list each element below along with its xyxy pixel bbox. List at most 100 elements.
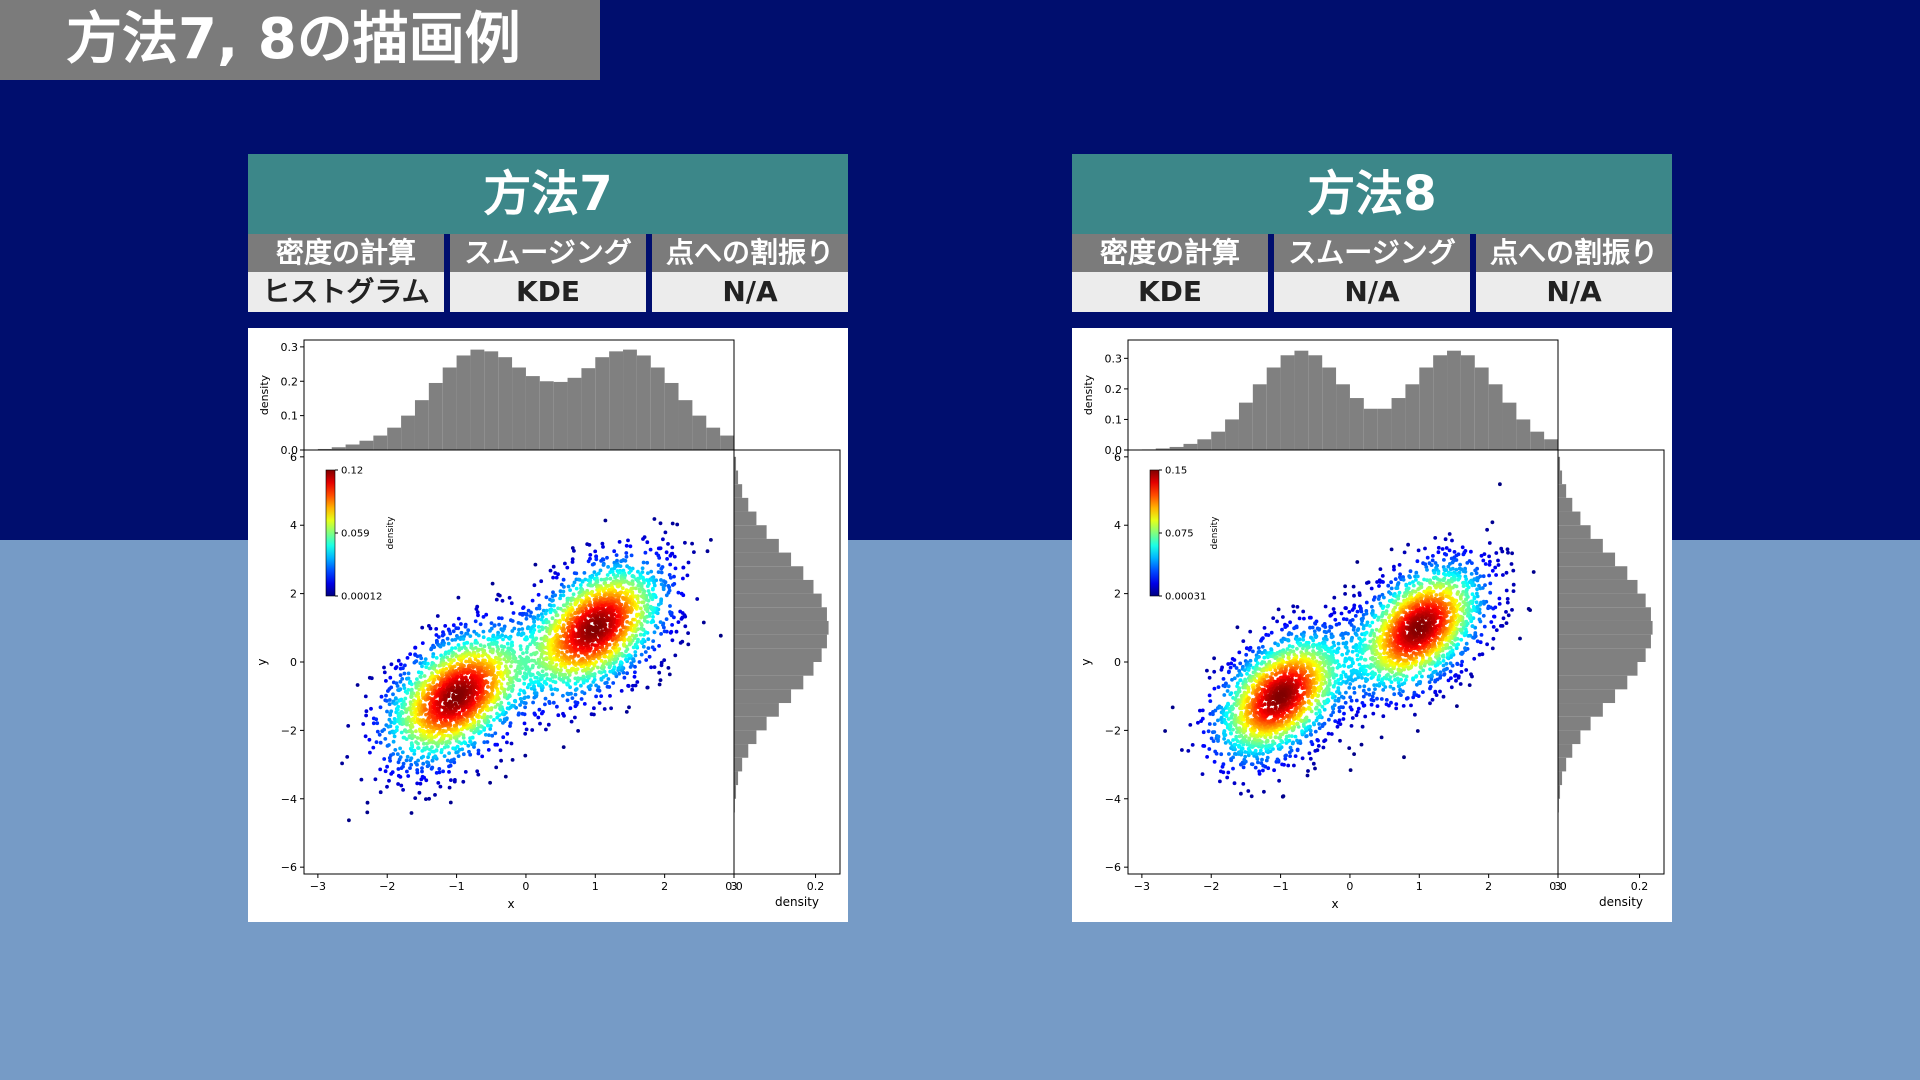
scatter-point bbox=[518, 644, 523, 648]
scatter-point bbox=[549, 687, 554, 692]
scatter-point bbox=[1490, 646, 1495, 651]
scatter-point bbox=[443, 718, 447, 722]
scatter-point bbox=[536, 625, 541, 629]
x-tick-label: 2 bbox=[661, 880, 668, 893]
scatter-point bbox=[361, 722, 366, 726]
scatter-point bbox=[464, 659, 468, 664]
y-tick-label: 0.1 bbox=[281, 410, 299, 423]
histogram-bar bbox=[1558, 470, 1563, 485]
x-axis-label: x bbox=[507, 897, 514, 911]
scatter-point bbox=[402, 671, 407, 676]
scatter-point bbox=[532, 615, 537, 620]
scatter-point bbox=[1200, 772, 1205, 776]
scatter-point bbox=[672, 574, 676, 579]
scatter-point bbox=[668, 562, 673, 567]
scatter-point bbox=[522, 671, 527, 676]
histogram-bar bbox=[525, 376, 540, 450]
histogram-bar bbox=[456, 355, 471, 450]
scatter-point bbox=[1343, 700, 1348, 705]
scatter-point bbox=[664, 550, 669, 555]
scatter-point bbox=[1501, 616, 1506, 621]
scatter-point bbox=[491, 677, 496, 681]
scatter-point bbox=[526, 659, 531, 664]
histogram-bar bbox=[1183, 443, 1198, 450]
scatter-point bbox=[500, 598, 505, 603]
scatter-point bbox=[589, 712, 594, 717]
scatter-point bbox=[583, 615, 587, 619]
scatter-point bbox=[650, 611, 655, 615]
scatter-point bbox=[1315, 738, 1320, 742]
scatter-point bbox=[657, 670, 662, 675]
scatter-point bbox=[514, 672, 519, 677]
scatter-point bbox=[1249, 794, 1254, 799]
panel-method-7: 方法7 密度の計算 スムージング 点への割振り ヒストグラム KDE N/A 0… bbox=[248, 154, 848, 922]
scatter-point bbox=[465, 631, 470, 636]
scatter-point bbox=[1366, 580, 1371, 585]
scatter-point bbox=[395, 725, 399, 729]
scatter-point bbox=[576, 676, 580, 681]
histogram-bar bbox=[1558, 771, 1563, 786]
scatter-point bbox=[1384, 702, 1389, 707]
scatter-point bbox=[1454, 567, 1459, 572]
scatter-point bbox=[1352, 686, 1356, 691]
scatter-point bbox=[588, 600, 592, 605]
histogram-bar bbox=[734, 785, 737, 799]
scatter-point bbox=[1511, 582, 1516, 587]
scatter-point bbox=[1216, 685, 1221, 689]
scatter-point bbox=[673, 566, 678, 571]
scatter-point bbox=[1219, 752, 1224, 757]
scatter-point bbox=[1425, 568, 1429, 572]
scatter-point bbox=[505, 641, 510, 646]
scatter-point bbox=[667, 672, 672, 677]
scatter-point bbox=[570, 557, 575, 561]
scatter-point bbox=[582, 702, 587, 706]
scatter-point bbox=[421, 684, 426, 688]
scatter-point bbox=[574, 687, 579, 691]
scatter-point bbox=[1256, 646, 1261, 650]
scatter-point bbox=[1196, 720, 1200, 725]
scatter-point bbox=[511, 656, 516, 661]
scatter-point bbox=[388, 713, 393, 717]
scatter-point bbox=[567, 660, 572, 665]
scatter-point bbox=[1340, 652, 1345, 657]
scatter-point bbox=[474, 607, 479, 611]
scatter-point bbox=[576, 654, 581, 658]
scatter-point bbox=[1190, 743, 1195, 747]
scatter-point bbox=[387, 778, 391, 783]
scatter-point bbox=[600, 629, 604, 633]
histogram-bar bbox=[1558, 552, 1616, 567]
scatter-point bbox=[481, 635, 486, 640]
histogram-bar bbox=[317, 448, 332, 450]
scatter-point bbox=[414, 659, 419, 663]
scatter-point bbox=[613, 581, 618, 586]
scatter-point bbox=[412, 752, 417, 756]
scatter-point bbox=[1186, 749, 1191, 753]
density-scatter-figure: 0.0 0.1 0.2 0.3 density 0.0 0.2 density −3 −2 −1 0 1… bbox=[1072, 328, 1672, 922]
scatter-point bbox=[1354, 698, 1359, 703]
scatter-point bbox=[384, 693, 388, 698]
scatter-point bbox=[1506, 550, 1510, 555]
scatter-point bbox=[639, 640, 644, 644]
scatter-point bbox=[1392, 564, 1396, 569]
scatter-point bbox=[1364, 600, 1369, 605]
scatter-point bbox=[1344, 645, 1349, 650]
scatter-point bbox=[1313, 621, 1318, 626]
scatter-point bbox=[594, 557, 599, 562]
scatter-point bbox=[472, 629, 477, 634]
scatter-point bbox=[1342, 711, 1346, 716]
scatter-point bbox=[462, 670, 466, 675]
scatter-point bbox=[1221, 677, 1226, 681]
scatter-point bbox=[643, 550, 648, 555]
scatter-point bbox=[1488, 581, 1493, 586]
scatter-point bbox=[377, 732, 382, 737]
scatter-point bbox=[463, 770, 468, 774]
scatter-point bbox=[396, 767, 401, 771]
scatter-point bbox=[1371, 691, 1376, 696]
histogram-bar bbox=[1419, 367, 1434, 450]
scatter-point bbox=[641, 644, 646, 649]
scatter-point bbox=[1444, 552, 1449, 557]
scatter-point bbox=[571, 583, 575, 588]
scatter-point bbox=[522, 721, 527, 726]
histogram-bar bbox=[734, 675, 804, 690]
scatter-point bbox=[458, 637, 463, 641]
